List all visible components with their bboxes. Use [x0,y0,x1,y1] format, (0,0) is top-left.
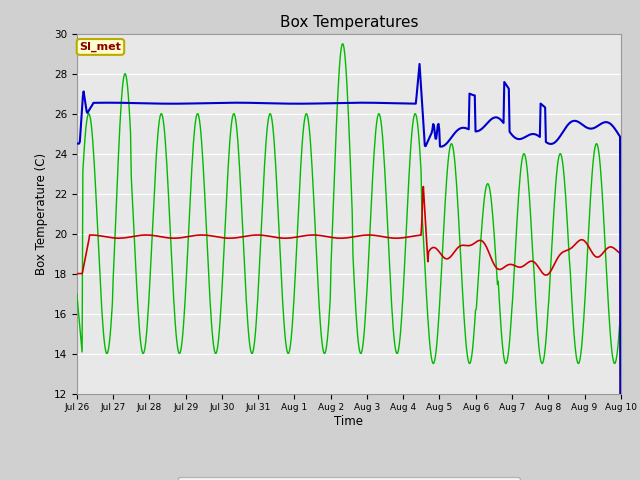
Y-axis label: Box Temperature (C): Box Temperature (C) [35,153,48,275]
X-axis label: Time: Time [334,415,364,428]
Text: SI_met: SI_met [79,42,122,52]
Legend: CR1000 Panel T, LGR Cell T, Tower Air T: CR1000 Panel T, LGR Cell T, Tower Air T [178,477,520,480]
Title: Box Temperatures: Box Temperatures [280,15,418,30]
